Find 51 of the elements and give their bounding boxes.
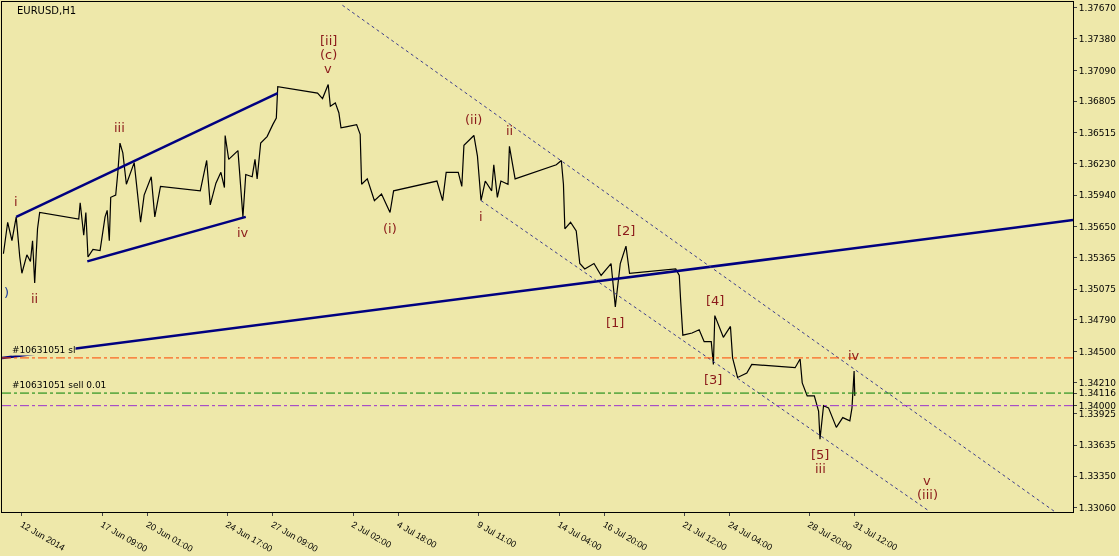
annotation: ii (506, 123, 514, 138)
y-tick-label: 1.34000 (1078, 400, 1117, 411)
annotation: [5] (811, 447, 830, 462)
x-tick-label: 12 Jun 2014 (18, 519, 67, 553)
y-tick-label: 1.36515 (1078, 127, 1117, 138)
y-tick-label: 1.37670 (1078, 2, 1117, 13)
y-tick-label: 1.34210 (1078, 378, 1117, 389)
annotation: iii (815, 461, 826, 476)
annotation: i (14, 194, 18, 209)
annotation: [2] (617, 223, 636, 238)
y-tick-label: 1.33350 (1078, 471, 1117, 482)
y-tick-label: 1.35075 (1078, 284, 1117, 295)
annotation: i (479, 209, 483, 224)
x-tick-label: 14 Jul 04:00 (555, 519, 604, 553)
annotation: v (324, 61, 332, 76)
annotation: ii (31, 291, 39, 306)
annotation: [1] (606, 315, 625, 330)
x-tick-label: 24 Jul 04:00 (726, 519, 774, 553)
y-tick-label: 1.33635 (1078, 440, 1117, 451)
y-tick-label: 1.35365 (1078, 252, 1117, 263)
annotation: v (923, 473, 931, 488)
annotation: [ii] (320, 33, 338, 48)
annotation: (iii) (917, 487, 938, 502)
y-tick-label: 1.36805 (1078, 96, 1117, 107)
ref-line-label: #10631051 sell 0.01 (12, 380, 107, 390)
annotation: (c) (320, 47, 338, 62)
x-tick-label: 28 Jul 20:00 (806, 519, 854, 553)
annotation: (i) (383, 221, 397, 236)
annotation: iv (237, 225, 249, 240)
annotation: (ii) (465, 112, 483, 127)
x-tick-label: 16 Jul 20:00 (601, 519, 649, 553)
y-tick-label: 1.34790 (1078, 315, 1117, 326)
y-tick-label: 1.37380 (1078, 34, 1117, 45)
chart-title: EURUSD,H1 (17, 5, 77, 16)
y-tick-label: 1.34116 (1078, 388, 1117, 399)
annotation: iv (848, 348, 860, 363)
y-tick-label: 1.36230 (1078, 158, 1117, 169)
annotation: ) (4, 285, 10, 300)
annotation: iii (114, 120, 125, 135)
x-tick-label: 9 Jul 11:00 (475, 519, 519, 550)
y-tick-label: 1.37090 (1078, 65, 1117, 76)
y-tick-label: 1.33925 (1078, 408, 1117, 419)
x-tick-label: 31 Jul 12:00 (851, 519, 900, 553)
y-tick-label: 1.34500 (1078, 346, 1117, 357)
y-tick-label: 1.35650 (1078, 221, 1117, 232)
y-tick-label: 1.33060 (1078, 502, 1117, 513)
y-tick-label: 1.35940 (1078, 190, 1117, 201)
annotation: [4] (706, 293, 725, 308)
ref-line-label: #10631051 sl (12, 345, 76, 355)
annotation: [3] (704, 372, 723, 387)
x-tick-label: 21 Jul 12:00 (681, 519, 729, 553)
